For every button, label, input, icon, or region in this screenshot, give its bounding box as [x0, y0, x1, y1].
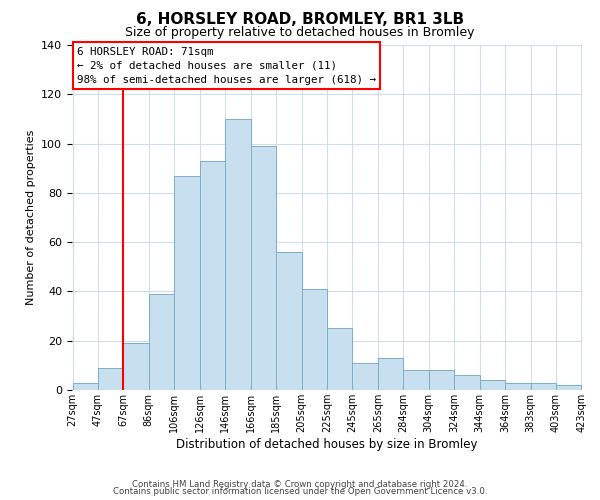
- Text: 6 HORSLEY ROAD: 71sqm
← 2% of detached houses are smaller (11)
98% of semi-detac: 6 HORSLEY ROAD: 71sqm ← 2% of detached h…: [77, 46, 376, 84]
- Text: Contains public sector information licensed under the Open Government Licence v3: Contains public sector information licen…: [113, 488, 487, 496]
- Bar: [225, 119, 251, 390]
- X-axis label: Distribution of detached houses by size in Bromley: Distribution of detached houses by size …: [176, 438, 478, 451]
- Bar: [73, 382, 98, 390]
- Bar: [327, 328, 352, 390]
- Bar: [124, 343, 149, 390]
- Bar: [251, 146, 276, 390]
- Bar: [98, 368, 124, 390]
- Bar: [175, 176, 200, 390]
- Bar: [454, 375, 479, 390]
- Text: Contains HM Land Registry data © Crown copyright and database right 2024.: Contains HM Land Registry data © Crown c…: [132, 480, 468, 489]
- Bar: [505, 382, 530, 390]
- Bar: [530, 382, 556, 390]
- Bar: [429, 370, 454, 390]
- Bar: [200, 161, 225, 390]
- Bar: [403, 370, 429, 390]
- Text: Size of property relative to detached houses in Bromley: Size of property relative to detached ho…: [125, 26, 475, 39]
- Bar: [276, 252, 302, 390]
- Bar: [352, 363, 378, 390]
- Bar: [302, 289, 327, 390]
- Text: 6, HORSLEY ROAD, BROMLEY, BR1 3LB: 6, HORSLEY ROAD, BROMLEY, BR1 3LB: [136, 12, 464, 28]
- Y-axis label: Number of detached properties: Number of detached properties: [26, 130, 35, 305]
- Bar: [378, 358, 403, 390]
- Bar: [556, 385, 581, 390]
- Bar: [149, 294, 175, 390]
- Bar: [479, 380, 505, 390]
